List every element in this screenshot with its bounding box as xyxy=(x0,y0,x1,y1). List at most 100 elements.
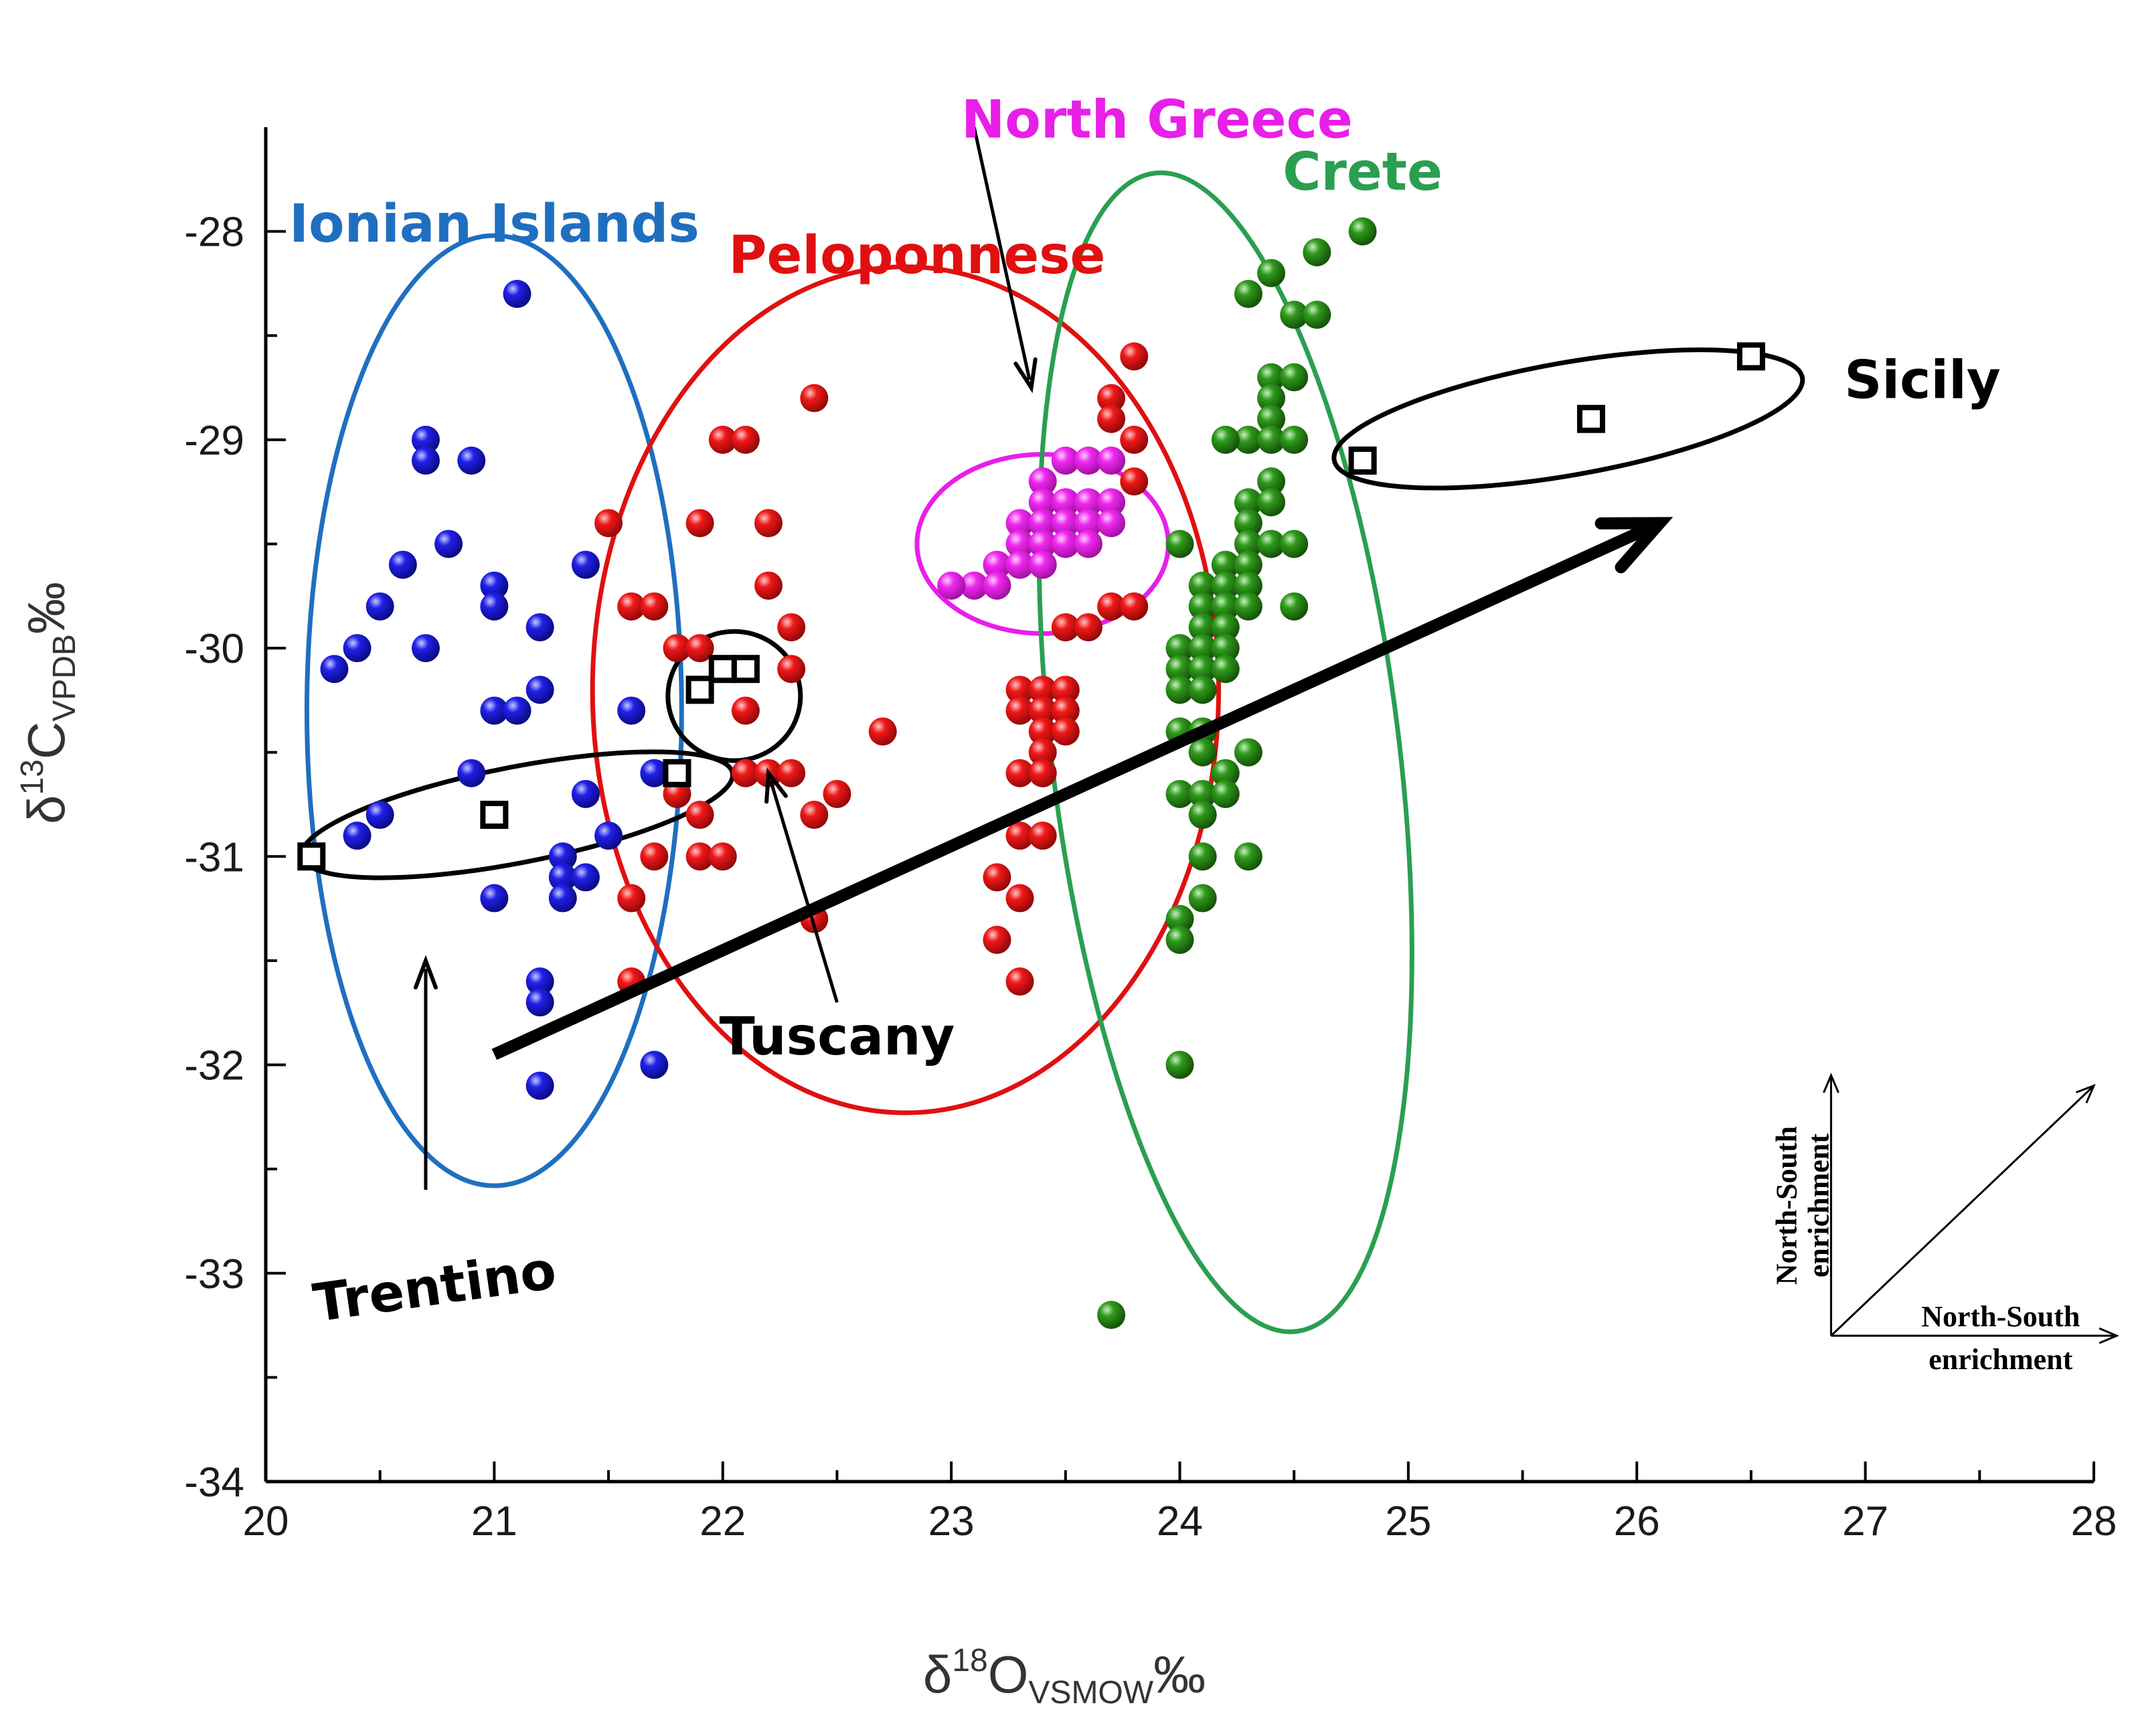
point-north-greece xyxy=(983,550,1011,579)
point-ionian-islands xyxy=(525,1071,554,1100)
point-crete xyxy=(1188,842,1217,871)
point-tuscany xyxy=(708,655,737,684)
point-ionian-islands xyxy=(503,279,531,308)
label-ionian-islands: Ionian Islands xyxy=(289,194,700,254)
annotation-arrows xyxy=(413,127,1673,1190)
point-tuscany xyxy=(685,676,714,704)
point-peloponnese xyxy=(1097,592,1126,621)
north-south-trend-arrow xyxy=(491,517,1673,1060)
point-ionian-islands xyxy=(388,550,417,579)
tuscany-pointer-shaft xyxy=(769,780,839,1003)
point-north-greece xyxy=(1074,509,1102,538)
point-ionian-islands xyxy=(548,884,577,913)
series-north-greece xyxy=(937,446,1126,600)
point-peloponnese xyxy=(685,634,714,663)
point-peloponnese xyxy=(1051,676,1080,704)
point-peloponnese xyxy=(800,384,829,412)
point-crete xyxy=(1280,363,1309,392)
point-north-greece xyxy=(1028,467,1057,496)
point-ionian-islands xyxy=(525,967,554,996)
point-peloponnese xyxy=(983,863,1011,892)
point-north-greece xyxy=(1028,530,1057,558)
point-crete xyxy=(1211,613,1240,641)
point-peloponnese xyxy=(1005,759,1034,787)
north-greece-pointer-shaft xyxy=(972,127,1032,380)
point-peloponnese xyxy=(708,425,737,454)
ellipse-trentino xyxy=(299,749,736,880)
label-crete: Crete xyxy=(1283,142,1443,202)
point-peloponnese xyxy=(1097,404,1126,433)
point-ionian-islands xyxy=(571,863,600,892)
point-ionian-islands xyxy=(457,446,486,475)
point-crete xyxy=(1257,363,1286,392)
point-peloponnese xyxy=(685,842,714,871)
point-crete xyxy=(1188,779,1217,808)
series-peloponnese xyxy=(594,342,1149,996)
point-crete xyxy=(1165,655,1194,684)
point-north-greece xyxy=(937,571,966,600)
point-peloponnese xyxy=(868,717,897,746)
point-crete xyxy=(1234,842,1262,871)
point-sicily xyxy=(1736,342,1765,371)
point-crete xyxy=(1234,592,1262,621)
x-tick-label: 21 xyxy=(471,1498,517,1545)
y-tick-label: -30 xyxy=(184,626,244,672)
point-ionian-islands xyxy=(640,1050,669,1079)
point-peloponnese xyxy=(1074,613,1102,641)
point-ionian-islands xyxy=(343,634,372,663)
point-ionian-islands xyxy=(571,550,600,579)
point-crete xyxy=(1211,425,1240,454)
point-crete xyxy=(1234,425,1262,454)
point-peloponnese xyxy=(1005,821,1034,850)
y-tick-label: -32 xyxy=(184,1043,244,1089)
point-peloponnese xyxy=(754,509,783,538)
point-ionian-islands xyxy=(411,634,440,663)
inset-horizontal-label-line1: North-South xyxy=(1921,1300,2080,1333)
point-peloponnese xyxy=(708,842,737,871)
point-peloponnese xyxy=(1120,467,1149,496)
series-tuscany xyxy=(685,655,760,704)
point-crete xyxy=(1234,279,1262,308)
point-ionian-islands xyxy=(411,425,440,454)
point-peloponnese xyxy=(640,842,669,871)
point-peloponnese xyxy=(800,801,829,830)
point-crete xyxy=(1211,655,1240,684)
point-ionian-islands xyxy=(525,988,554,1017)
point-north-greece xyxy=(1097,488,1126,517)
point-crete xyxy=(1257,384,1286,412)
point-ionian-islands xyxy=(594,821,623,850)
point-peloponnese xyxy=(1120,342,1149,371)
data-points xyxy=(297,217,1765,1330)
point-peloponnese xyxy=(1028,738,1057,767)
y-tick-label: -28 xyxy=(184,210,244,256)
point-ionian-islands xyxy=(365,801,394,830)
ellipse-tuscany xyxy=(665,629,803,763)
inset-horizontal-label-line2: enrichment xyxy=(1929,1343,2072,1376)
point-peloponnese xyxy=(617,592,646,621)
point-ionian-islands xyxy=(457,759,486,787)
point-crete xyxy=(1303,238,1331,266)
point-ionian-islands xyxy=(548,842,577,871)
trentino-pointer xyxy=(413,955,438,1190)
point-peloponnese xyxy=(823,779,851,808)
north-south-trend-arrow-head xyxy=(1594,517,1673,574)
point-peloponnese xyxy=(1028,676,1057,704)
point-crete xyxy=(1165,676,1194,704)
point-crete xyxy=(1211,634,1240,663)
point-peloponnese xyxy=(983,925,1011,954)
point-crete xyxy=(1234,738,1262,767)
x-tick-label: 24 xyxy=(1157,1498,1203,1545)
north-greece-pointer xyxy=(972,127,1038,394)
point-peloponnese xyxy=(1028,759,1057,787)
point-crete xyxy=(1257,258,1286,287)
north-greece-pointer-head xyxy=(1013,357,1038,394)
point-peloponnese xyxy=(777,613,806,641)
point-crete xyxy=(1211,571,1240,600)
point-north-greece xyxy=(1051,488,1080,517)
point-north-greece xyxy=(1051,509,1080,538)
point-crete xyxy=(1188,676,1217,704)
point-sicily xyxy=(1576,404,1605,433)
series-crete xyxy=(1097,217,1377,1330)
series-sicily xyxy=(1348,342,1765,475)
point-peloponnese xyxy=(594,509,623,538)
